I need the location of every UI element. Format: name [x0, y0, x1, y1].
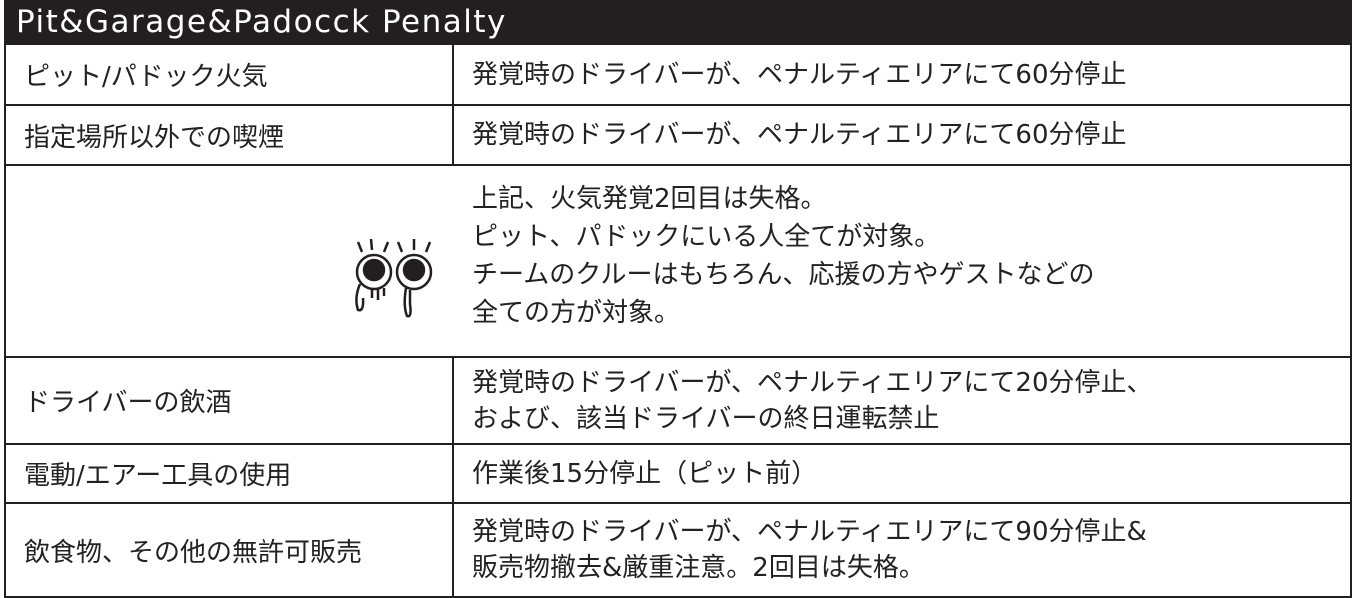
table-row: ドライバーの飲酒 発覚時のドライバーが、ペナルティエリアにて20分停止、 および、該…	[4, 358, 1352, 445]
penalty-line: 発覚時のドライバーが、ペナルティエリアにて60分停止	[472, 120, 1127, 150]
penalty-cell: 発覚時のドライバーが、ペナルティエリアにて20分停止、 および、該当ドライバーの終…	[454, 358, 1350, 443]
note-line: ピット、パドックにいる人全てが対象。	[472, 222, 941, 252]
item-cell: ドライバーの飲酒	[6, 358, 454, 443]
penalty-line: および、該当ドライバーの終日運転禁止	[472, 403, 940, 434]
item-cell: ピット/パドック火気	[6, 45, 454, 104]
penalty-cell: 発覚時のドライバーが、ペナルティエリアにて60分停止	[454, 45, 1350, 104]
eyes-icon	[355, 238, 433, 318]
item-cell: 電動/エアー工具の使用	[6, 445, 454, 502]
penalty-cell: 発覚時のドライバーが、ペナルティエリアにて90分停止& 販売物撤去&厳重注意。2回…	[454, 504, 1350, 596]
penalty-line: 発覚時のドライバーが、ペナルティエリアにて60分停止	[472, 59, 1127, 90]
table-row: 飲食物、その他の無許可販売 発覚時のドライバーが、ペナルティエリアにて90分停止&…	[4, 504, 1352, 598]
table-row: ピット/パドック火気 発覚時のドライバーが、ペナルティエリアにて60分停止	[4, 45, 1352, 106]
penalty-line: 作業後15分停止（ピット前）	[472, 458, 818, 489]
note-row: 上記、火気発覚2回目は失格。ピット、パドックにいる人全てが対象。チームのクルーは…	[4, 166, 1352, 358]
item-cell: 指定場所以外での喫煙	[6, 106, 454, 164]
header-title: Pit&Garage&Padocck Penalty	[4, 0, 1352, 45]
note-line: チームのクルーはもちろん、応援の方やゲストなどの	[472, 260, 1095, 290]
penalty-cell: 作業後15分停止（ピット前）	[454, 445, 1350, 502]
penalty-cell: 発覚時のドライバーが、ペナルティエリアにて60分停止	[454, 106, 1350, 164]
item-cell: 飲食物、その他の無許可販売	[6, 504, 454, 596]
note-line: 全ての方が対象。	[472, 298, 681, 328]
penalty-line: 発覚時のドライバーが、ペナルティエリアにて20分停止、	[472, 367, 1153, 398]
penalty-line: 販売物撤去&厳重注意。2回目は失格。	[472, 553, 925, 583]
table-row: 電動/エアー工具の使用 作業後15分停止（ピット前）	[4, 445, 1352, 504]
note-line: 上記、火気発覚2回目は失格。	[472, 184, 827, 214]
penalty-line: 発覚時のドライバーが、ペナルティエリアにて90分停止&	[472, 517, 1147, 547]
table-row: 指定場所以外での喫煙 発覚時のドライバーが、ペナルティエリアにて60分停止	[4, 106, 1352, 166]
note-text: 上記、火気発覚2回目は失格。ピット、パドックにいる人全てが対象。チームのクルーは…	[472, 180, 1094, 332]
